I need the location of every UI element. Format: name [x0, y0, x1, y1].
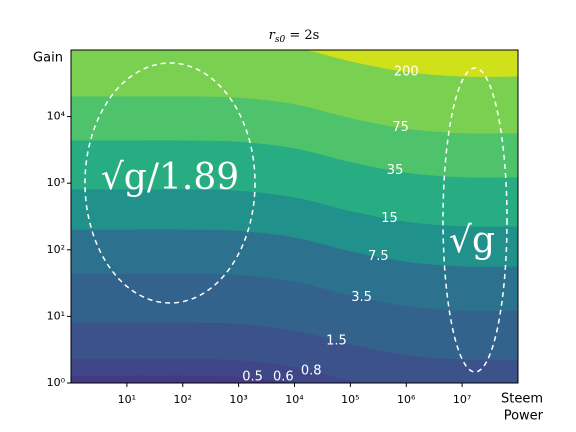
x-axis-label: Steem: [501, 392, 543, 407]
x-tick-label: 10³: [229, 393, 247, 406]
annotation: √g/1.89: [101, 157, 239, 198]
contour-label: 7.5: [368, 249, 389, 264]
overlay: √g/1.89 √g: [84, 62, 508, 373]
contour-label: 75: [392, 120, 409, 135]
contour-label: 200: [394, 64, 419, 79]
contour-label: 15: [381, 211, 398, 226]
title-subscript: s0: [275, 35, 286, 45]
contour-band: [305, 50, 518, 77]
contour-label: 3.5: [351, 290, 372, 305]
contour-label: 35: [387, 163, 404, 178]
x-tick-label: 10²: [174, 393, 192, 406]
y-tick-label: 10⁰: [47, 376, 66, 389]
y-tick-label: 10¹: [47, 309, 65, 322]
x-tick-label: 10⁶: [397, 393, 416, 406]
contour-label: 0.8: [301, 364, 322, 379]
contour-label: 0.5: [242, 370, 263, 385]
annotation-ellipse: [84, 62, 256, 304]
plot-area: [71, 50, 518, 383]
y-tick-label: 10³: [47, 176, 65, 189]
annotation-ellipse: [442, 67, 508, 373]
y-tick-label: 10²: [47, 243, 65, 256]
y-tick-label: 10⁴: [47, 110, 66, 123]
annotation: √g: [449, 220, 495, 261]
x-tick-label: 10⁵: [341, 393, 359, 406]
title-base: r: [269, 28, 276, 43]
x-axis-label: Power: [504, 409, 544, 424]
chart-title: rs0 = 2s: [269, 28, 320, 45]
y-axis-label: Gain: [33, 51, 63, 66]
x-tick-label: 10¹: [118, 393, 136, 406]
x-tick-label: 10⁴: [285, 393, 304, 406]
x-tick-label: 10⁷: [453, 393, 471, 406]
contour-label: 1.5: [326, 333, 347, 348]
title-rest: = 2s: [285, 28, 319, 43]
contour-label: 0.6: [273, 370, 294, 385]
